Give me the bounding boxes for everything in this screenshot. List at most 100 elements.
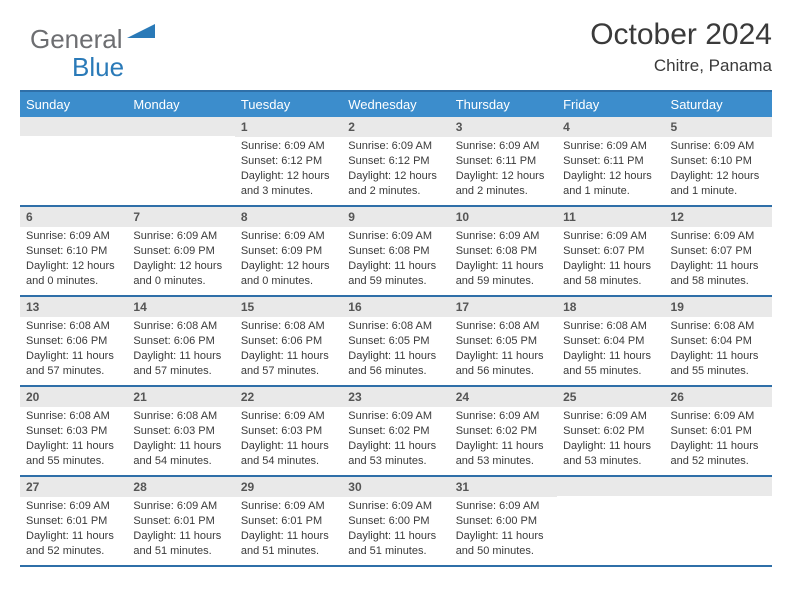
day-cell xyxy=(127,117,234,205)
day-line: and 54 minutes. xyxy=(241,454,336,469)
day-body: Sunrise: 6:09 AMSunset: 6:01 PMDaylight:… xyxy=(665,407,772,472)
day-line: and 59 minutes. xyxy=(348,274,443,289)
day-cell: 25Sunrise: 6:09 AMSunset: 6:02 PMDayligh… xyxy=(557,387,664,475)
day-line: Sunrise: 6:09 AM xyxy=(241,229,336,244)
day-line: Sunrise: 6:08 AM xyxy=(456,319,551,334)
day-line: Daylight: 11 hours xyxy=(348,529,443,544)
day-body xyxy=(665,496,772,502)
day-cell: 22Sunrise: 6:09 AMSunset: 6:03 PMDayligh… xyxy=(235,387,342,475)
day-body: Sunrise: 6:09 AMSunset: 6:01 PMDaylight:… xyxy=(20,497,127,562)
day-cell: 28Sunrise: 6:09 AMSunset: 6:01 PMDayligh… xyxy=(127,477,234,565)
logo-text-blue-wrap: Blue xyxy=(72,52,124,83)
day-line: Sunrise: 6:09 AM xyxy=(671,139,766,154)
day-line: Daylight: 11 hours xyxy=(133,349,228,364)
day-line: Sunrise: 6:09 AM xyxy=(348,499,443,514)
day-cell: 18Sunrise: 6:08 AMSunset: 6:04 PMDayligh… xyxy=(557,297,664,385)
day-body: Sunrise: 6:09 AMSunset: 6:07 PMDaylight:… xyxy=(557,227,664,292)
logo-triangle-icon xyxy=(127,20,155,45)
day-line: Daylight: 11 hours xyxy=(348,259,443,274)
day-line: Sunset: 6:00 PM xyxy=(456,514,551,529)
day-cell: 6Sunrise: 6:09 AMSunset: 6:10 PMDaylight… xyxy=(20,207,127,295)
day-line: Daylight: 11 hours xyxy=(241,349,336,364)
week-row: 13Sunrise: 6:08 AMSunset: 6:06 PMDayligh… xyxy=(20,297,772,387)
day-body: Sunrise: 6:09 AMSunset: 6:01 PMDaylight:… xyxy=(127,497,234,562)
day-line: Sunset: 6:09 PM xyxy=(241,244,336,259)
day-line: and 0 minutes. xyxy=(241,274,336,289)
day-line: and 55 minutes. xyxy=(563,364,658,379)
day-cell xyxy=(557,477,664,565)
day-number: 17 xyxy=(450,297,557,317)
day-line: Sunset: 6:11 PM xyxy=(456,154,551,169)
day-body xyxy=(20,136,127,142)
day-line: Daylight: 11 hours xyxy=(133,439,228,454)
day-number: 21 xyxy=(127,387,234,407)
day-cell: 26Sunrise: 6:09 AMSunset: 6:01 PMDayligh… xyxy=(665,387,772,475)
day-body: Sunrise: 6:09 AMSunset: 6:10 PMDaylight:… xyxy=(665,137,772,202)
day-number: 29 xyxy=(235,477,342,497)
day-line: Sunset: 6:02 PM xyxy=(563,424,658,439)
day-cell xyxy=(665,477,772,565)
day-line: Sunrise: 6:09 AM xyxy=(456,499,551,514)
day-number: 3 xyxy=(450,117,557,137)
day-body: Sunrise: 6:09 AMSunset: 6:07 PMDaylight:… xyxy=(665,227,772,292)
day-body: Sunrise: 6:09 AMSunset: 6:08 PMDaylight:… xyxy=(342,227,449,292)
day-line: Sunset: 6:08 PM xyxy=(456,244,551,259)
day-cell xyxy=(20,117,127,205)
day-header-fri: Friday xyxy=(557,92,664,117)
day-cell: 31Sunrise: 6:09 AMSunset: 6:00 PMDayligh… xyxy=(450,477,557,565)
day-header-row: Sunday Monday Tuesday Wednesday Thursday… xyxy=(20,92,772,117)
day-line: and 55 minutes. xyxy=(26,454,121,469)
day-line: Daylight: 11 hours xyxy=(26,349,121,364)
day-line: Sunset: 6:06 PM xyxy=(26,334,121,349)
header: General October 2024 Chitre, Panama xyxy=(20,18,772,76)
day-body: Sunrise: 6:08 AMSunset: 6:06 PMDaylight:… xyxy=(235,317,342,382)
day-cell: 17Sunrise: 6:08 AMSunset: 6:05 PMDayligh… xyxy=(450,297,557,385)
day-line: Sunset: 6:01 PM xyxy=(133,514,228,529)
day-body xyxy=(557,496,664,502)
day-line: and 51 minutes. xyxy=(348,544,443,559)
day-body: Sunrise: 6:09 AMSunset: 6:02 PMDaylight:… xyxy=(450,407,557,472)
day-number: 8 xyxy=(235,207,342,227)
month-title: October 2024 xyxy=(590,18,772,52)
day-cell: 30Sunrise: 6:09 AMSunset: 6:00 PMDayligh… xyxy=(342,477,449,565)
day-line: Sunrise: 6:09 AM xyxy=(241,139,336,154)
logo-text-general: General xyxy=(30,24,123,55)
day-body: Sunrise: 6:09 AMSunset: 6:00 PMDaylight:… xyxy=(450,497,557,562)
day-line: and 53 minutes. xyxy=(563,454,658,469)
week-row: 6Sunrise: 6:09 AMSunset: 6:10 PMDaylight… xyxy=(20,207,772,297)
title-block: October 2024 Chitre, Panama xyxy=(590,18,772,76)
day-cell: 12Sunrise: 6:09 AMSunset: 6:07 PMDayligh… xyxy=(665,207,772,295)
day-body: Sunrise: 6:08 AMSunset: 6:04 PMDaylight:… xyxy=(557,317,664,382)
day-line: Sunrise: 6:08 AM xyxy=(26,319,121,334)
day-line: and 58 minutes. xyxy=(563,274,658,289)
day-cell: 3Sunrise: 6:09 AMSunset: 6:11 PMDaylight… xyxy=(450,117,557,205)
day-line: and 54 minutes. xyxy=(133,454,228,469)
day-line: Sunset: 6:06 PM xyxy=(241,334,336,349)
day-number xyxy=(127,117,234,136)
day-number: 6 xyxy=(20,207,127,227)
day-line: Sunset: 6:12 PM xyxy=(241,154,336,169)
day-line: Sunrise: 6:09 AM xyxy=(563,229,658,244)
day-cell: 19Sunrise: 6:08 AMSunset: 6:04 PMDayligh… xyxy=(665,297,772,385)
day-line: and 55 minutes. xyxy=(671,364,766,379)
day-line: Sunset: 6:11 PM xyxy=(563,154,658,169)
day-line: Sunrise: 6:08 AM xyxy=(563,319,658,334)
day-number: 30 xyxy=(342,477,449,497)
day-line: Sunrise: 6:09 AM xyxy=(456,139,551,154)
day-line: Daylight: 11 hours xyxy=(26,529,121,544)
day-body: Sunrise: 6:09 AMSunset: 6:03 PMDaylight:… xyxy=(235,407,342,472)
day-number: 11 xyxy=(557,207,664,227)
day-number: 15 xyxy=(235,297,342,317)
day-body: Sunrise: 6:09 AMSunset: 6:02 PMDaylight:… xyxy=(342,407,449,472)
day-header-sun: Sunday xyxy=(20,92,127,117)
day-line: and 59 minutes. xyxy=(456,274,551,289)
day-cell: 20Sunrise: 6:08 AMSunset: 6:03 PMDayligh… xyxy=(20,387,127,475)
day-line: Daylight: 11 hours xyxy=(133,529,228,544)
day-body: Sunrise: 6:09 AMSunset: 6:12 PMDaylight:… xyxy=(235,137,342,202)
day-line: Sunrise: 6:09 AM xyxy=(26,229,121,244)
day-number: 24 xyxy=(450,387,557,407)
day-line: Sunset: 6:08 PM xyxy=(348,244,443,259)
day-line: Sunset: 6:01 PM xyxy=(26,514,121,529)
day-number xyxy=(665,477,772,496)
day-body: Sunrise: 6:09 AMSunset: 6:11 PMDaylight:… xyxy=(450,137,557,202)
